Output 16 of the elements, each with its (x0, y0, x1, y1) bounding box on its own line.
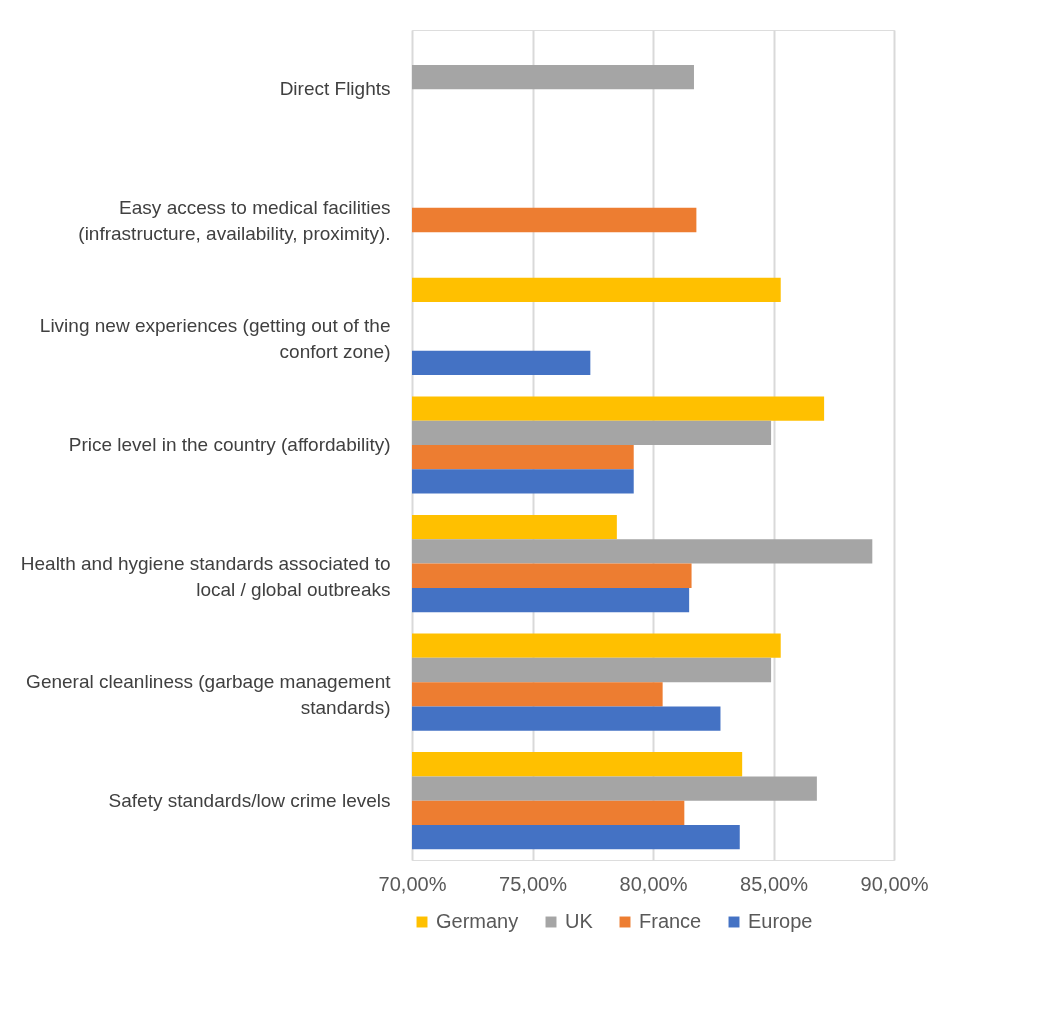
x-tick-label: 75,00% (499, 872, 568, 895)
legend-label: France (639, 910, 702, 932)
legend-label: UK (565, 910, 594, 932)
y-tick-label: Health and hygiene standards associated to local / global outbreaks (20, 552, 391, 600)
y-tick-label: Price level in the country (affordability) (68, 434, 391, 455)
y-tick-label: General cleanliness (garbage management standards) (26, 671, 392, 719)
legend-label: Europe (748, 910, 813, 932)
legend-label: Germany (436, 910, 519, 932)
x-tick-label: 90,00% (860, 872, 929, 895)
x-tick-label: 85,00% (740, 872, 809, 895)
y-tick-label: Living new experiences (getting out of the confort zone) (39, 315, 391, 363)
x-tick-label: 80,00% (619, 872, 688, 895)
y-tick-label: Safety standards/low crime levels (108, 789, 391, 811)
y-tick-label: Direct Flights (279, 78, 391, 100)
x-tick-label: 70,00% (378, 872, 447, 895)
y-tick-label: Easy access to medical facilities (infrastructure, availability, proximity). (78, 196, 391, 244)
